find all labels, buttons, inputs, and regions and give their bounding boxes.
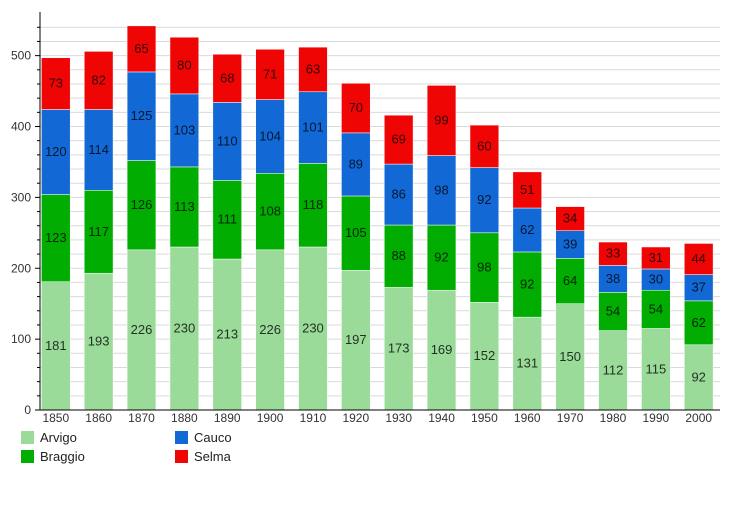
- svg-text:1870: 1870: [128, 411, 155, 425]
- svg-text:173: 173: [388, 341, 410, 356]
- svg-text:33: 33: [606, 246, 620, 261]
- svg-text:1900: 1900: [257, 411, 284, 425]
- svg-text:92: 92: [520, 277, 534, 292]
- svg-text:213: 213: [216, 327, 238, 342]
- svg-text:117: 117: [88, 224, 109, 239]
- svg-text:226: 226: [131, 322, 153, 337]
- svg-text:34: 34: [563, 211, 577, 226]
- svg-text:38: 38: [606, 271, 620, 286]
- svg-text:112: 112: [603, 362, 624, 377]
- svg-text:200: 200: [11, 261, 31, 275]
- svg-text:70: 70: [349, 100, 363, 115]
- svg-text:230: 230: [302, 321, 324, 336]
- svg-text:54: 54: [649, 301, 663, 316]
- svg-text:1920: 1920: [342, 411, 369, 425]
- svg-text:1980: 1980: [600, 411, 627, 425]
- svg-text:44: 44: [691, 251, 705, 266]
- svg-text:62: 62: [520, 222, 534, 237]
- svg-text:98: 98: [477, 260, 491, 275]
- svg-text:126: 126: [131, 197, 153, 212]
- svg-text:1940: 1940: [428, 411, 455, 425]
- svg-text:73: 73: [49, 76, 63, 91]
- svg-text:64: 64: [563, 273, 577, 288]
- svg-text:68: 68: [220, 70, 234, 85]
- svg-text:169: 169: [431, 342, 453, 357]
- svg-text:100: 100: [11, 332, 31, 346]
- svg-text:105: 105: [345, 225, 367, 240]
- svg-text:230: 230: [174, 321, 196, 336]
- svg-text:400: 400: [11, 120, 31, 134]
- svg-text:92: 92: [477, 192, 491, 207]
- svg-text:99: 99: [434, 112, 448, 127]
- svg-text:1850: 1850: [42, 411, 69, 425]
- svg-text:110: 110: [217, 133, 238, 148]
- svg-text:88: 88: [391, 248, 405, 263]
- svg-text:63: 63: [306, 61, 320, 76]
- svg-text:1930: 1930: [385, 411, 412, 425]
- svg-text:51: 51: [520, 182, 534, 197]
- svg-text:1970: 1970: [557, 411, 584, 425]
- svg-text:197: 197: [345, 332, 367, 347]
- svg-text:60: 60: [477, 138, 491, 153]
- svg-text:71: 71: [263, 66, 277, 81]
- svg-text:131: 131: [516, 356, 538, 371]
- svg-text:39: 39: [563, 237, 577, 252]
- svg-text:104: 104: [259, 128, 281, 143]
- svg-text:65: 65: [134, 41, 148, 56]
- svg-text:101: 101: [302, 120, 324, 135]
- svg-text:125: 125: [131, 108, 153, 123]
- svg-text:1860: 1860: [85, 411, 112, 425]
- svg-text:80: 80: [177, 58, 191, 73]
- svg-text:69: 69: [391, 132, 405, 147]
- svg-text:1960: 1960: [514, 411, 541, 425]
- svg-text:500: 500: [11, 49, 31, 63]
- svg-text:37: 37: [691, 280, 705, 295]
- svg-text:111: 111: [217, 212, 237, 227]
- svg-text:193: 193: [88, 334, 110, 349]
- svg-text:115: 115: [645, 361, 666, 376]
- svg-text:103: 103: [174, 122, 196, 137]
- svg-text:0: 0: [24, 403, 31, 417]
- svg-text:300: 300: [11, 190, 31, 204]
- svg-text:1890: 1890: [214, 411, 241, 425]
- svg-text:226: 226: [259, 322, 281, 337]
- svg-text:1950: 1950: [471, 411, 498, 425]
- svg-text:89: 89: [349, 156, 363, 171]
- svg-text:86: 86: [391, 187, 405, 202]
- svg-text:98: 98: [434, 182, 448, 197]
- svg-text:54: 54: [606, 303, 620, 318]
- svg-text:123: 123: [45, 230, 67, 245]
- svg-text:1990: 1990: [642, 411, 669, 425]
- svg-text:181: 181: [45, 338, 67, 353]
- svg-text:82: 82: [91, 72, 105, 87]
- svg-text:152: 152: [474, 348, 496, 363]
- svg-text:150: 150: [559, 349, 581, 364]
- svg-text:108: 108: [259, 204, 281, 219]
- svg-text:31: 31: [649, 250, 663, 265]
- svg-text:62: 62: [691, 315, 705, 330]
- svg-text:114: 114: [88, 142, 109, 157]
- svg-text:92: 92: [691, 369, 705, 384]
- svg-text:118: 118: [303, 197, 324, 212]
- svg-text:120: 120: [45, 144, 67, 159]
- svg-text:113: 113: [174, 199, 195, 214]
- svg-text:1910: 1910: [300, 411, 327, 425]
- svg-text:1880: 1880: [171, 411, 198, 425]
- svg-text:2000: 2000: [685, 411, 712, 425]
- svg-text:30: 30: [649, 272, 663, 287]
- svg-text:92: 92: [434, 250, 448, 265]
